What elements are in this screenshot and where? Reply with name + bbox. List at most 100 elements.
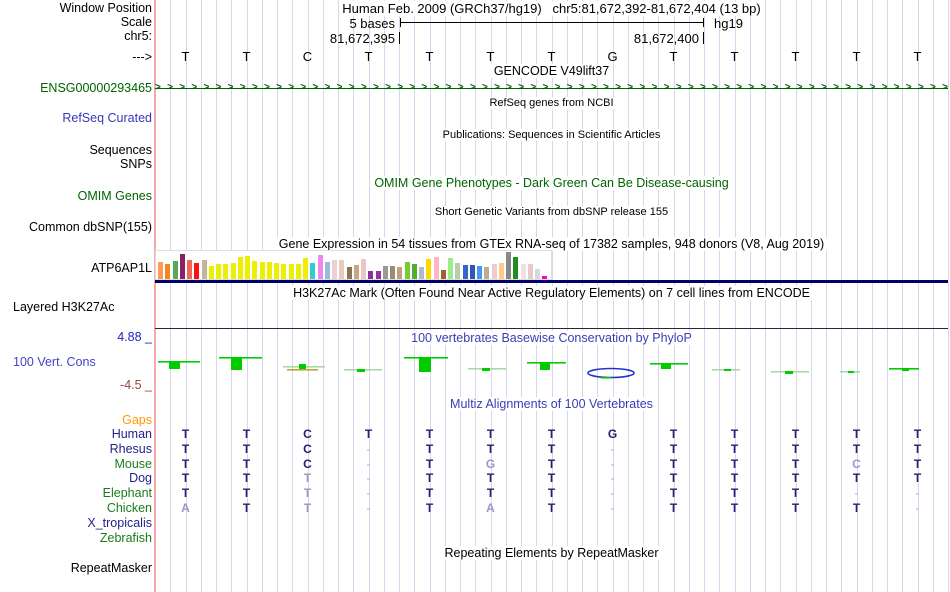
alignment-base: C	[303, 456, 312, 471]
publications-snps-label[interactable]: SNPs	[120, 157, 152, 171]
chevron-right-icon: >	[784, 82, 791, 93]
gridline	[887, 0, 888, 592]
gtex-bar	[295, 264, 301, 279]
phylop-bar	[482, 368, 490, 371]
scale-value: 5 bases	[349, 16, 395, 31]
gtex-bar	[223, 264, 229, 279]
gtex-bar	[310, 263, 316, 279]
chevron-right-icon: >	[542, 82, 549, 93]
multiz-species-label[interactable]: Rhesus	[109, 441, 152, 456]
publications-sequences-label[interactable]: Sequences	[89, 143, 152, 157]
scale-bar-right-tick	[703, 18, 704, 27]
gencode-track-title[interactable]: GENCODE V49lift37	[155, 64, 948, 78]
alignment-base: C	[852, 456, 861, 471]
chevron-right-icon: >	[578, 82, 585, 93]
chevron-right-icon: >	[215, 82, 222, 93]
publications-track-title[interactable]: Publications: Sequences in Scientific Ar…	[155, 129, 948, 141]
alignment-base: T	[730, 456, 739, 471]
alignment-base: T	[669, 471, 678, 486]
chevron-right-icon: >	[469, 82, 476, 93]
gtex-bar	[252, 261, 258, 279]
gencode-gene-label[interactable]: ENSG00000293465	[40, 81, 152, 95]
gtex-bar	[187, 260, 192, 279]
gtex-bar	[484, 267, 490, 279]
chevron-right-icon: >	[179, 82, 186, 93]
sequence-base: T	[669, 49, 678, 64]
gtex-bar	[527, 264, 533, 279]
chevron-right-icon: >	[421, 82, 428, 93]
alignment-base: T	[852, 471, 861, 486]
chevron-right-icon: >	[494, 82, 500, 93]
conservation-label[interactable]: 100 Vert. Cons	[13, 355, 96, 369]
chevron-right-icon: >	[191, 82, 198, 93]
multiz-species-label[interactable]: Human	[111, 427, 152, 441]
alignment-base: -	[915, 501, 920, 515]
alignment-base: C	[303, 441, 312, 456]
multiz-species-label[interactable]: Chicken	[106, 501, 152, 515]
alignment-base: -	[610, 486, 615, 501]
strand-arrow-label[interactable]: --->	[132, 50, 152, 64]
alignment-base: T	[425, 441, 434, 456]
alignment-base: T	[486, 427, 495, 441]
chevron-right-icon: >	[821, 82, 827, 93]
alignment-base: T	[425, 427, 434, 441]
chevron-right-icon: >	[360, 82, 367, 93]
alignment-base: T	[303, 486, 312, 501]
chevron-right-icon: >	[300, 82, 307, 93]
dbsnp-track-title[interactable]: Short Genetic Variants from dbSNP releas…	[155, 206, 948, 218]
gtex-bar-chart[interactable]	[155, 250, 552, 280]
alignment-base: C	[303, 427, 312, 441]
repeatmasker-track-title[interactable]: Repeating Elements by RepeatMasker	[155, 546, 948, 560]
multiz-species-label[interactable]: Zebrafish	[99, 530, 152, 545]
refseq-curated-label[interactable]: RefSeq Curated	[62, 111, 152, 125]
omim-genes-label[interactable]: OMIM Genes	[77, 189, 152, 203]
chevron-right-icon: >	[603, 82, 609, 93]
chevron-right-icon: >	[808, 82, 815, 93]
gridline	[216, 0, 217, 592]
alignment-base: -	[366, 471, 371, 486]
alignment-base: T	[303, 501, 312, 515]
gtex-track-title[interactable]: Gene Expression in 54 tissues from GTEx …	[155, 237, 948, 251]
chevron-right-icon: >	[409, 82, 416, 93]
scale-label: Scale	[120, 15, 152, 29]
chevron-right-icon: >	[881, 82, 888, 93]
alignment-base: T	[730, 486, 739, 501]
phylop-bar	[724, 369, 731, 371]
label-track-divider	[154, 0, 156, 592]
gtex-gene-label[interactable]: ATP6AP1L	[91, 261, 152, 275]
repeatmasker-label[interactable]: RepeatMasker	[70, 561, 152, 575]
conservation-min-value: -4.5 _	[120, 378, 152, 392]
omim-track-title[interactable]: OMIM Gene Phenotypes - Dark Green Can Be…	[155, 176, 948, 190]
sequence-base: T	[364, 49, 373, 64]
gene-direction-chevrons[interactable]: > > > > > > > > > > > > > > > > > > > > > > > > > > > > > > > > > > > > > > > >…	[155, 83, 948, 93]
alignment-base: T	[425, 501, 434, 515]
alignment-base: T	[669, 427, 678, 441]
multiz-gaps-label[interactable]: Gaps	[122, 413, 152, 427]
gtex-bar	[274, 263, 279, 279]
multiz-species-label[interactable]: X_tropicalis	[87, 515, 152, 530]
gtex-bar	[172, 261, 178, 279]
alignment-base: T	[486, 471, 495, 486]
dbsnp-label[interactable]: Common dbSNP(155)	[29, 220, 152, 234]
h3k27ac-baseline	[155, 328, 948, 329]
alignment-base: -	[366, 441, 371, 456]
multiz-species-label[interactable]: Elephant	[102, 486, 152, 501]
sequence-base: T	[791, 49, 800, 64]
refseq-track-title[interactable]: RefSeq genes from NCBI	[155, 97, 948, 109]
phylop-bar	[661, 363, 671, 369]
conservation-track-title[interactable]: 100 vertebrates Basewise Conservation by…	[155, 331, 948, 345]
h3k27ac-label[interactable]: Layered H3K27Ac	[13, 300, 115, 314]
alignment-base: -	[366, 486, 371, 501]
multiz-track-title[interactable]: Multiz Alignments of 100 Vertebrates	[155, 397, 948, 411]
phylop-segment	[287, 369, 318, 371]
gtex-bar	[303, 258, 308, 279]
h3k27ac-track-title[interactable]: H3K27Ac Mark (Often Found Near Active Re…	[155, 286, 948, 300]
phylop-bar	[169, 361, 180, 369]
chevron-right-icon: >	[445, 82, 452, 93]
alignment-base: -	[366, 501, 371, 515]
gtex-bar	[498, 263, 504, 279]
multiz-species-label[interactable]: Mouse	[114, 456, 152, 471]
multiz-species-label[interactable]: Dog	[129, 471, 152, 486]
chevron-right-icon: >	[833, 82, 839, 93]
